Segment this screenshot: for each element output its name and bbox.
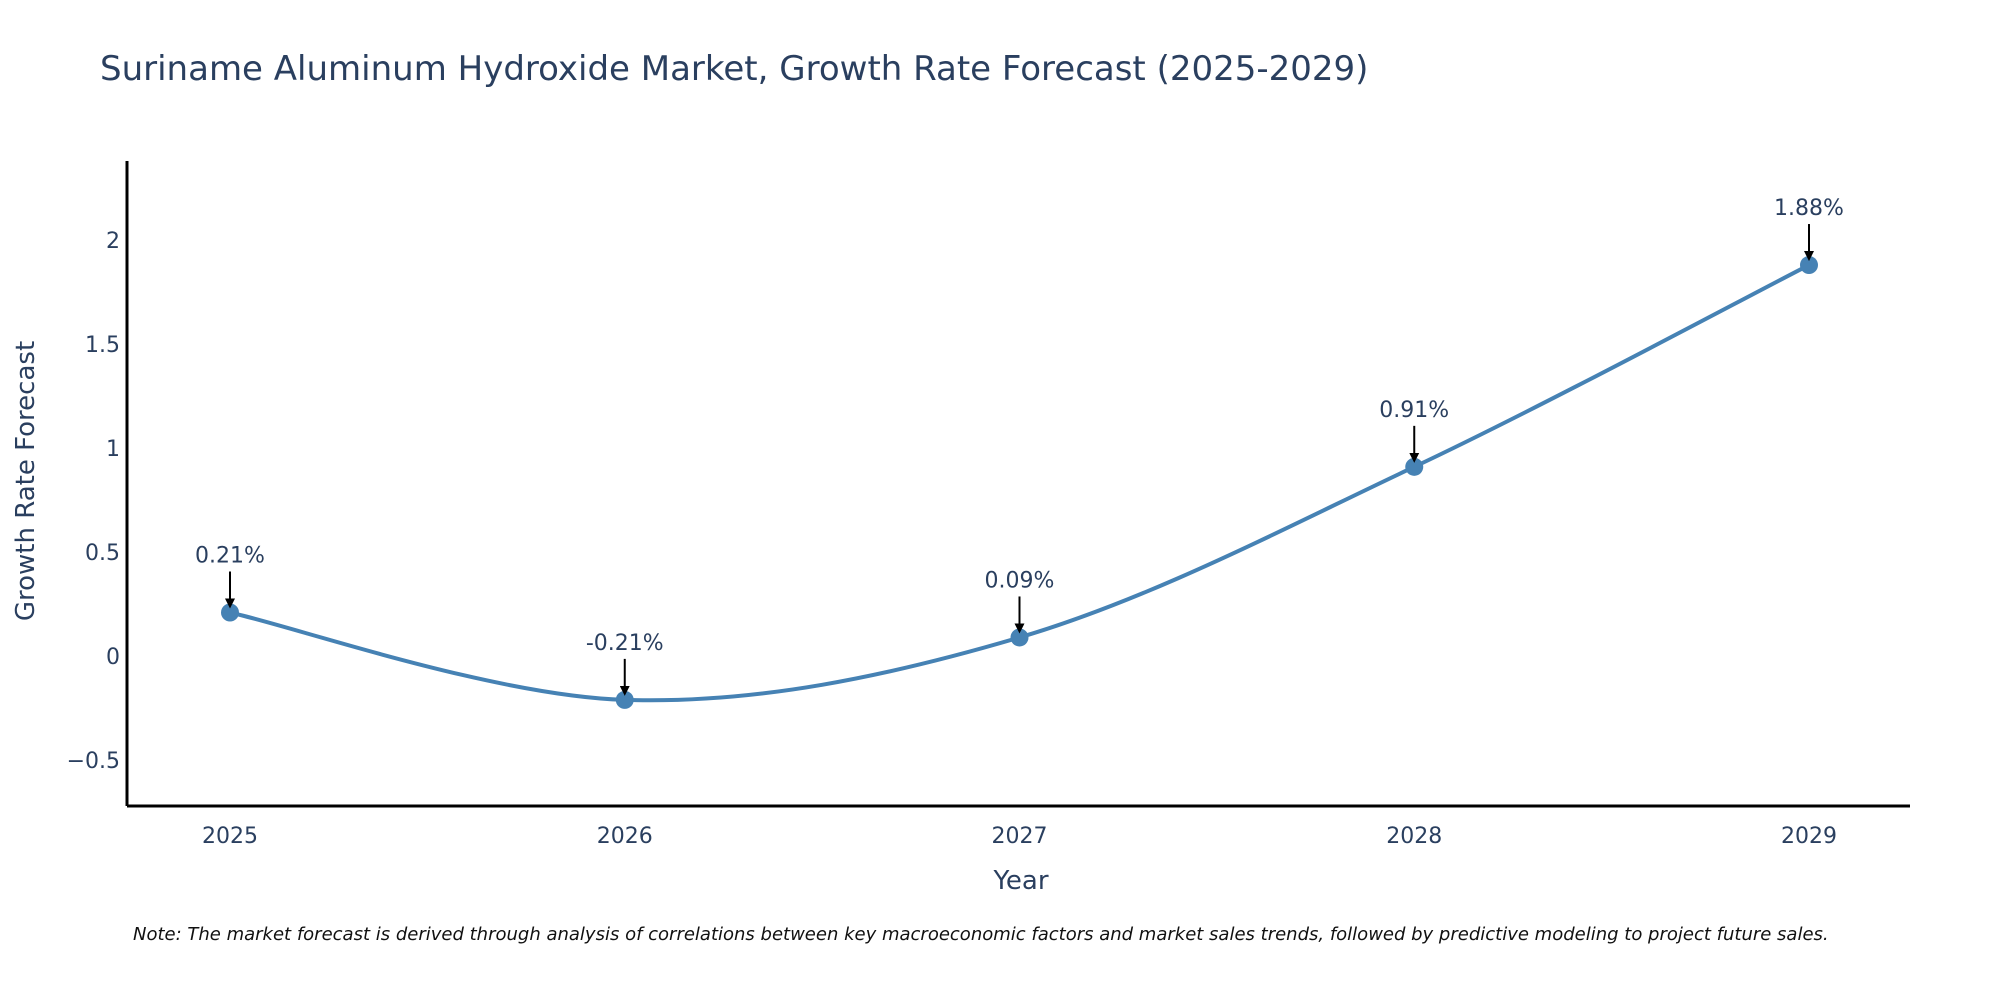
y-axis-title: Growth Rate Forecast xyxy=(11,341,41,621)
data-label: 0.91% xyxy=(1379,398,1449,423)
data-point xyxy=(1010,628,1029,647)
y-tick-label: 2 xyxy=(106,229,120,254)
data-point xyxy=(1800,256,1818,275)
x-tick-label: 2026 xyxy=(597,824,653,849)
series-growth-rate xyxy=(221,256,1818,709)
y-axis: −0.5 0 0.5 1 1.5 2 xyxy=(67,161,129,806)
y-tick-label: 0.5 xyxy=(85,541,120,566)
y-tick-label: −0.5 xyxy=(67,749,120,774)
x-tick-label: 2027 xyxy=(992,824,1048,849)
data-annotations: 0.21% -0.21% 0.09% 0.91% 1.88% xyxy=(195,196,1844,696)
data-point xyxy=(1405,457,1424,476)
chart-title: Suriname Aluminum Hydroxide Market, Grow… xyxy=(100,49,1368,89)
forecast-note: Note: The market forecast is derived thr… xyxy=(133,924,1829,945)
x-tick-label: 2025 xyxy=(202,824,258,849)
data-label: 0.09% xyxy=(985,568,1055,593)
y-tick-label: 1.5 xyxy=(85,333,120,358)
data-point xyxy=(221,603,239,622)
y-tick-label: 0 xyxy=(106,645,120,670)
data-label: 0.21% xyxy=(195,544,265,569)
data-point xyxy=(615,690,634,709)
y-tick-label: 1 xyxy=(106,437,120,462)
data-label: -0.21% xyxy=(586,631,664,656)
x-tick-label: 2028 xyxy=(1386,824,1442,849)
x-tick-label: 2029 xyxy=(1781,824,1837,849)
data-label: 1.88% xyxy=(1774,196,1844,221)
x-axis-title: Year xyxy=(992,866,1048,896)
x-axis: 2025 2026 2027 2028 2029 xyxy=(127,804,1910,849)
